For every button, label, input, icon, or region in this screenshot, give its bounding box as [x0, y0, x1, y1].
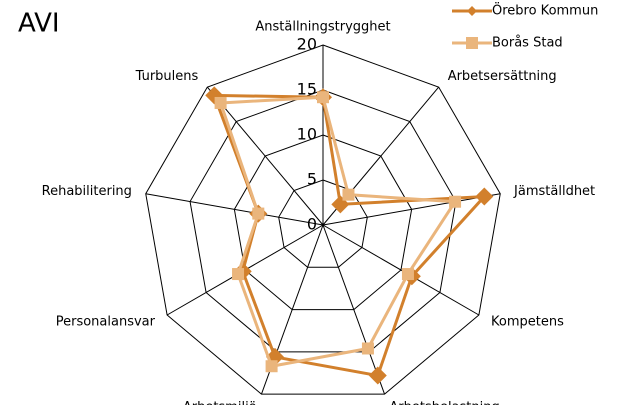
r-tick-label: 5 — [307, 170, 317, 189]
r-tick-label: 10 — [297, 125, 317, 144]
category-label: Arbetsersättning — [448, 69, 557, 84]
marker — [317, 91, 329, 104]
marker — [361, 342, 374, 355]
grid-ring — [145, 44, 501, 395]
marker — [265, 360, 278, 373]
marker — [449, 195, 462, 208]
category-label: Jämställdhet — [513, 184, 595, 199]
spoke — [322, 193, 501, 226]
marker — [252, 207, 265, 220]
category-label: Kompetens — [491, 315, 564, 330]
chart-title: AVI — [18, 9, 60, 39]
marker — [368, 366, 387, 385]
category-label: Anställningstrygghet — [255, 20, 390, 35]
legend-marker — [466, 37, 478, 49]
legend-label: Örebro Kommun — [492, 2, 598, 19]
grid-ring — [233, 134, 413, 311]
legend-marker — [467, 6, 477, 16]
grid-ring — [189, 89, 457, 353]
spoke — [322, 224, 480, 316]
r-tick-label: 15 — [297, 80, 317, 99]
category-label: Arbetsbelastning — [389, 400, 499, 405]
spoke — [322, 224, 386, 395]
series-line — [218, 95, 458, 368]
category-label: Turbulens — [135, 69, 199, 84]
marker — [401, 268, 414, 281]
legend-label: Borås Stad — [492, 36, 563, 51]
spoke — [206, 86, 324, 226]
category-label: Arbetsmiljö — [183, 400, 257, 405]
r-tick-label: 20 — [297, 35, 317, 54]
spoke — [145, 193, 324, 226]
marker — [232, 268, 245, 281]
marker — [342, 188, 355, 201]
category-label: Rehabilitering — [42, 184, 132, 199]
series-line — [212, 93, 488, 378]
marker — [475, 187, 494, 206]
marker — [214, 96, 227, 109]
category-label: Personalansvar — [56, 315, 156, 330]
r-tick-label: 0 — [307, 215, 317, 234]
